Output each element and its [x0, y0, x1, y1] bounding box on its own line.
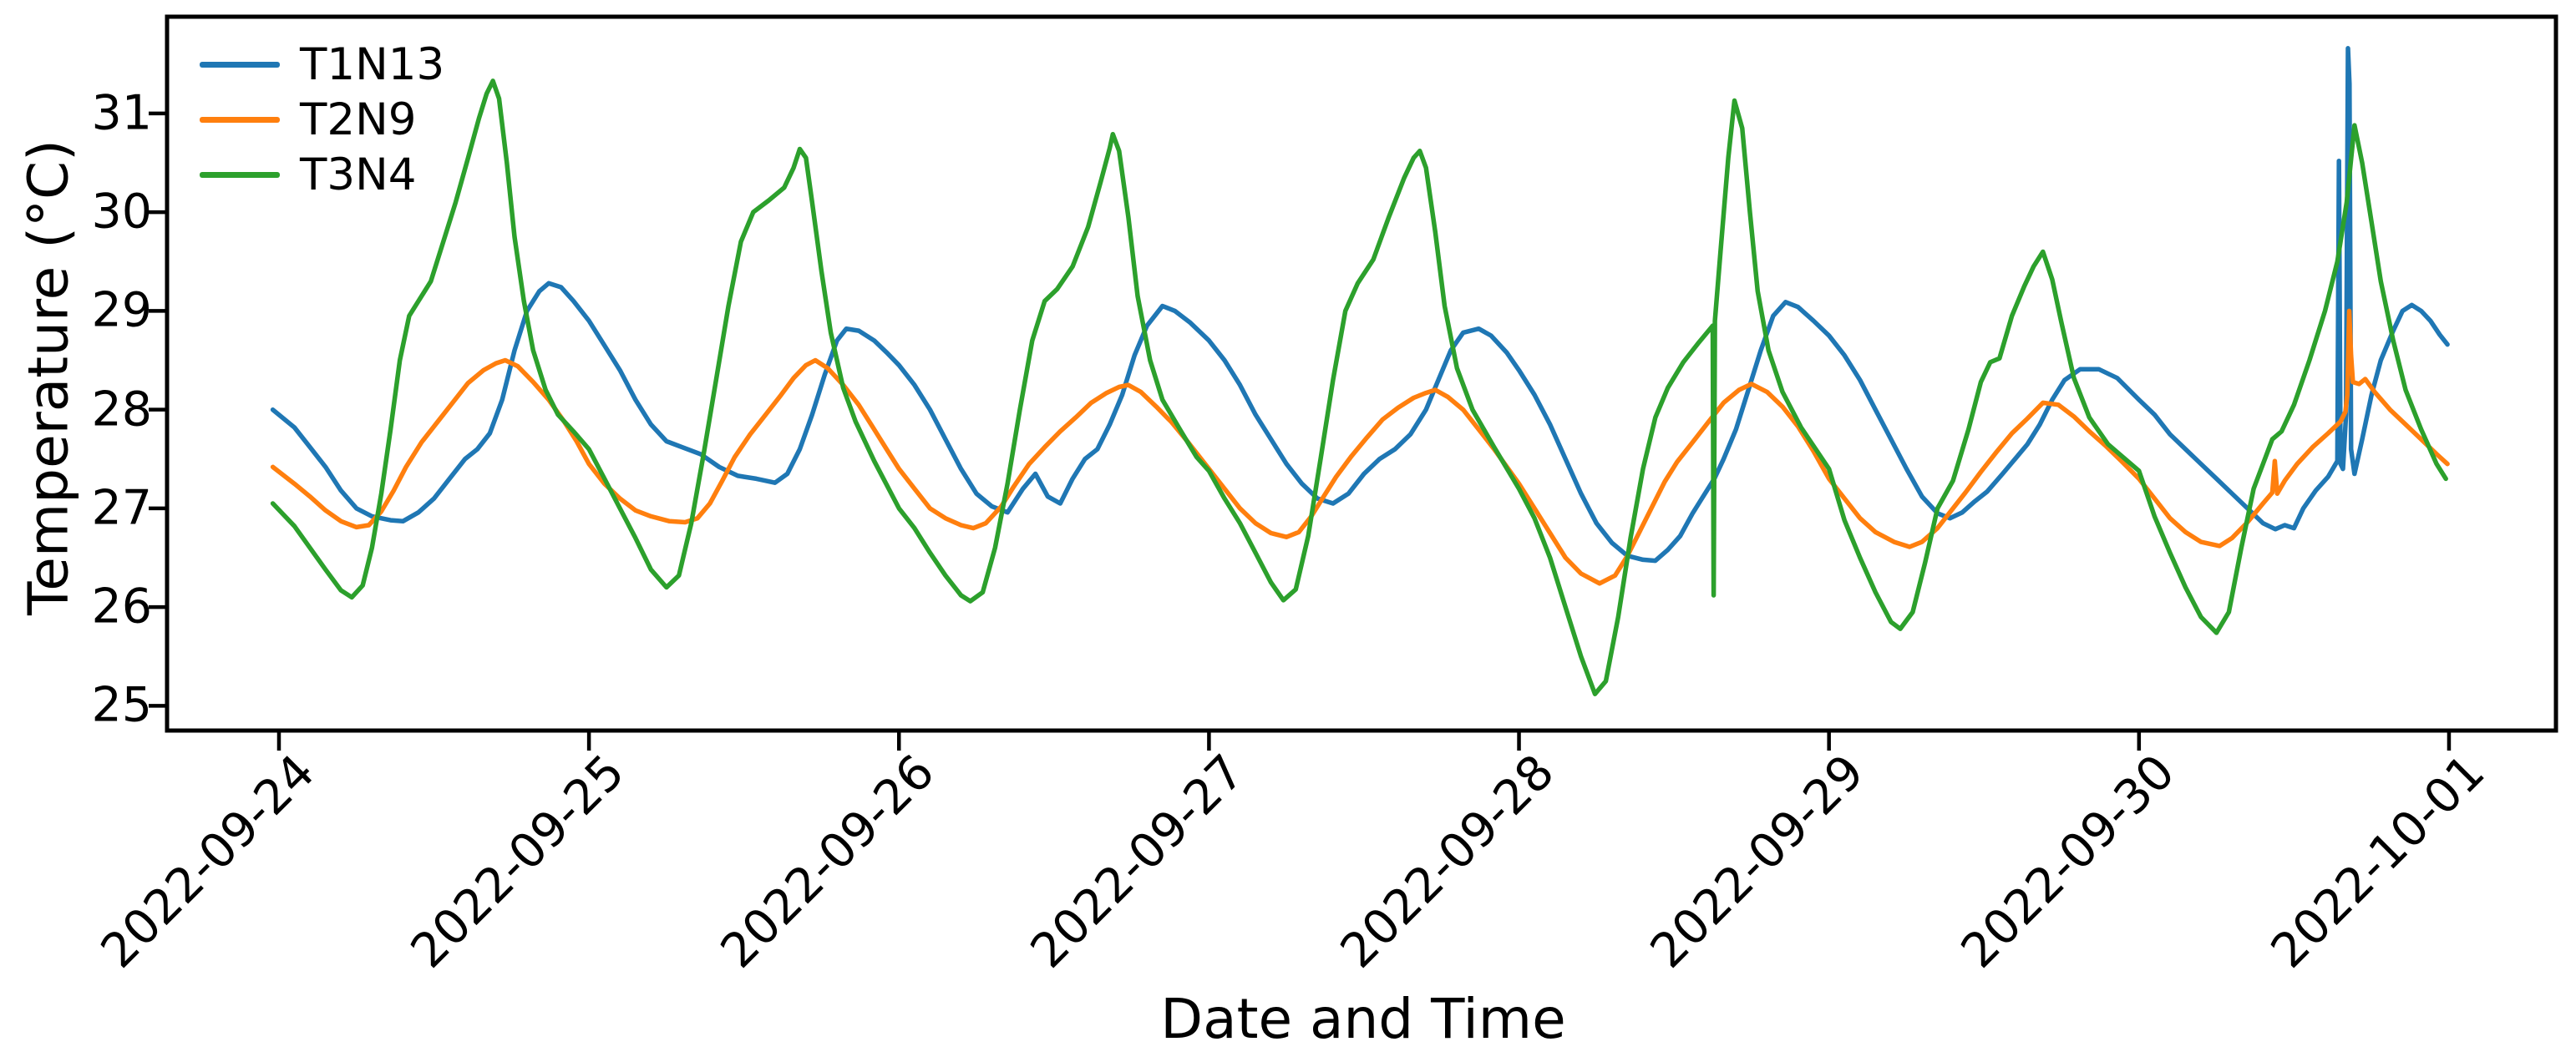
- y-tick-label: 25: [91, 677, 152, 733]
- y-tick-label: 26: [91, 579, 152, 635]
- legend-label: T2N9: [300, 94, 417, 145]
- y-tick-label: 27: [91, 480, 152, 536]
- series-line-t2n9: [270, 308, 2450, 586]
- legend-label: T3N4: [300, 149, 417, 200]
- legend-line-swatch: [200, 171, 280, 178]
- legend-line-swatch: [200, 116, 280, 123]
- series-line-t1n13: [270, 46, 2450, 564]
- legend-entry-t1n13: T1N13: [200, 37, 444, 92]
- y-axis-title: Temperature (°C): [16, 139, 81, 615]
- y-tick-label: 29: [91, 282, 152, 338]
- y-tick-label: 31: [91, 85, 152, 141]
- x-axis-title: Date and Time: [1160, 987, 1566, 1051]
- legend-entry-t2n9: T2N9: [200, 92, 444, 147]
- plot-frame: [165, 14, 2558, 733]
- series-line-t3n4: [270, 78, 2448, 696]
- legend-entry-t3n4: T3N4: [200, 147, 444, 202]
- legend: T1N13 T2N9 T3N4: [200, 37, 444, 202]
- y-tick-label: 30: [91, 184, 152, 240]
- y-tick-label: 28: [91, 382, 152, 437]
- legend-label: T1N13: [300, 38, 445, 90]
- legend-line-swatch: [200, 61, 280, 68]
